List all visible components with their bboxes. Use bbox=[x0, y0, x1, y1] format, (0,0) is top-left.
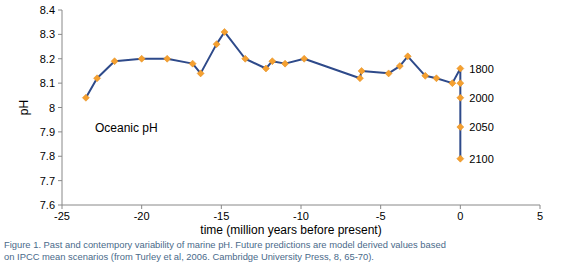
data-point bbox=[213, 41, 220, 48]
data-point bbox=[449, 80, 456, 87]
point-label: 1800 bbox=[469, 63, 493, 75]
x-tick-label: -5 bbox=[376, 210, 386, 222]
x-tick-label: -20 bbox=[134, 210, 150, 222]
y-tick bbox=[58, 180, 62, 181]
x-tick bbox=[460, 205, 461, 209]
data-point bbox=[356, 75, 363, 82]
root: 7.6 7.7 7.8 7.9 8 8.1 8.2 8.3 8.4 -25 -20 -15 -10 -5 0… bbox=[0, 0, 576, 266]
data-point bbox=[111, 58, 118, 65]
data-point bbox=[197, 70, 204, 77]
x-tick bbox=[141, 205, 142, 209]
data-point bbox=[396, 63, 403, 70]
x-tick bbox=[301, 205, 302, 209]
series-line bbox=[86, 32, 460, 159]
x-tick bbox=[380, 205, 381, 209]
y-axis-title: pH bbox=[17, 100, 31, 115]
data-point bbox=[422, 72, 429, 79]
y-tick bbox=[58, 156, 62, 157]
y-tick bbox=[58, 131, 62, 132]
data-point bbox=[189, 60, 196, 67]
data-point bbox=[457, 94, 464, 101]
point-label: 2100 bbox=[469, 153, 493, 165]
plot-area bbox=[82, 28, 463, 162]
x-tick-label: -10 bbox=[293, 210, 309, 222]
x-tick-label: -25 bbox=[54, 210, 70, 222]
chart: 7.6 7.7 7.8 7.9 8 8.1 8.2 8.3 8.4 -25 -20 -15 -10 -5 0… bbox=[0, 0, 576, 266]
data-point bbox=[358, 67, 365, 74]
y-tick bbox=[58, 83, 62, 84]
point-label: 2000 bbox=[469, 92, 493, 104]
data-point bbox=[433, 75, 440, 82]
data-point bbox=[269, 58, 276, 65]
x-tick bbox=[540, 205, 541, 209]
y-tick-label: 8.1 bbox=[40, 77, 55, 89]
annotation: Oceanic pH bbox=[95, 121, 158, 135]
y-tick bbox=[58, 205, 62, 206]
y-tick bbox=[58, 34, 62, 35]
data-point bbox=[164, 55, 171, 62]
y-tick-label: 8 bbox=[49, 102, 55, 114]
y-tick-label: 8.3 bbox=[40, 28, 55, 40]
caption: on IPCC mean scenarios (from Turley et a… bbox=[4, 251, 374, 262]
x-tick bbox=[62, 205, 63, 209]
y-tick bbox=[58, 107, 62, 108]
data-point bbox=[221, 28, 228, 35]
y-tick-label: 7.8 bbox=[40, 150, 55, 162]
x-tick-label: 5 bbox=[537, 210, 543, 222]
y-tick-label: 7.9 bbox=[40, 126, 55, 138]
data-point bbox=[242, 55, 249, 62]
y-tick-label: 8.2 bbox=[40, 53, 55, 65]
data-point bbox=[282, 60, 289, 67]
x-axis-title: time (million years before present) bbox=[200, 223, 381, 237]
data-point bbox=[457, 80, 464, 87]
y-tick-label: 8.4 bbox=[40, 4, 55, 16]
data-point bbox=[385, 70, 392, 77]
data-point bbox=[94, 75, 101, 82]
data-point bbox=[138, 55, 145, 62]
data-point bbox=[82, 94, 89, 101]
data-point bbox=[404, 53, 411, 60]
data-point bbox=[457, 124, 464, 131]
y-tick-label: 7.7 bbox=[40, 175, 55, 187]
data-point bbox=[457, 155, 464, 162]
caption: Figure 1. Past and contempory variabilit… bbox=[4, 239, 446, 250]
y-tick-label: 7.6 bbox=[40, 199, 55, 211]
data-point bbox=[301, 55, 308, 62]
data-point bbox=[457, 65, 464, 72]
x-tick bbox=[221, 205, 222, 209]
point-label: 2050 bbox=[469, 121, 493, 133]
x-tick-label: -15 bbox=[213, 210, 229, 222]
y-tick bbox=[58, 58, 62, 59]
data-point bbox=[262, 65, 269, 72]
y-tick bbox=[58, 10, 62, 11]
x-tick-label: 0 bbox=[457, 210, 463, 222]
